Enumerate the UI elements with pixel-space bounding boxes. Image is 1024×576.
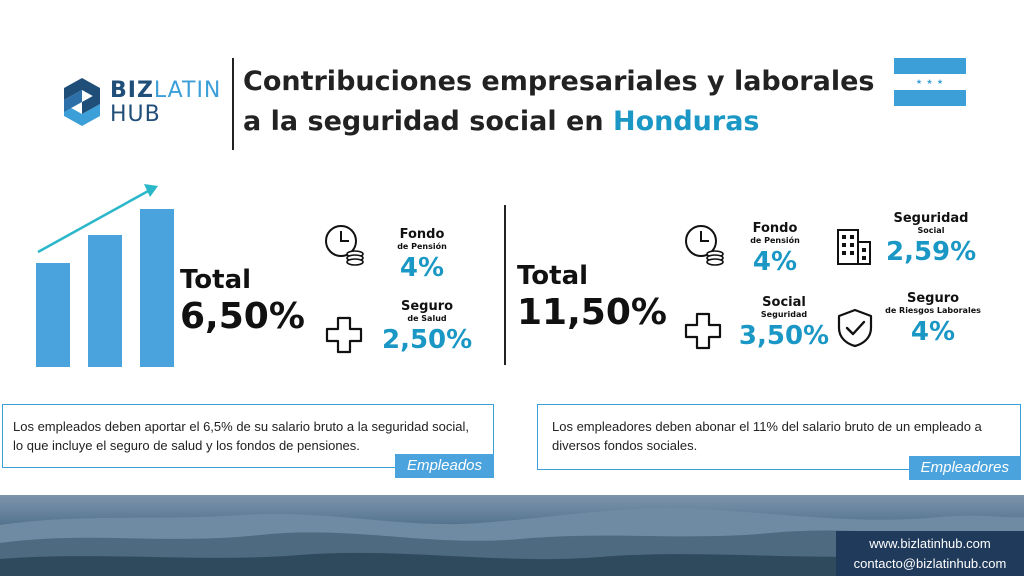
title-line-2: a la seguridad social en Honduras	[243, 106, 760, 137]
logo-text-top: BIZLATIN	[110, 78, 222, 103]
building-icon	[837, 229, 871, 265]
contact-box: www.bizlatinhub.com contacto@bizlatinhub…	[836, 531, 1024, 576]
employers-social-security: Seguridad Social 2,59%	[886, 211, 977, 268]
employers-social-security-pct: 2,59%	[886, 237, 977, 267]
bizlatinhub-logo: BIZLATIN HUB	[60, 74, 230, 130]
email-link[interactable]: contacto@bizlatinhub.com	[853, 556, 1007, 571]
employees-total-label: Total	[180, 265, 252, 295]
employees-tag: Empleados	[394, 454, 494, 478]
mountain-landscape	[0, 508, 1024, 576]
employers-description: Los empleadores deben abonar el 11% del …	[552, 419, 982, 453]
employees-description-box: Los empleados deben aportar el 6,5% de s…	[2, 404, 494, 478]
header-divider	[232, 58, 234, 150]
website-link[interactable]: www.bizlatinhub.com	[869, 536, 991, 551]
shield-check-icon	[837, 308, 873, 348]
employers-pension-pct: 4%	[752, 247, 798, 277]
medical-cross-icon	[684, 312, 722, 350]
logo-text-bottom: HUB	[110, 102, 161, 127]
employees-total-value: 6,50%	[180, 296, 305, 337]
employers-description-box: Los empleadores deben abonar el 11% del …	[537, 404, 1021, 480]
growth-bar-chart-icon	[36, 184, 174, 367]
employers-risk: Seguro de Riesgos Laborales 4%	[880, 292, 986, 348]
employees-pension-pct: 4%	[399, 253, 445, 283]
title-line-1: Contribuciones empresariales y laborales	[243, 66, 875, 97]
employees-description: Los empleados deben aportar el 6,5% de s…	[13, 419, 470, 453]
employers-tag: Empleadores	[908, 456, 1021, 480]
clock-coins-icon	[685, 225, 724, 266]
employers-pension: Fondo de Pensión 4%	[744, 222, 806, 278]
honduras-flag-icon: ★ ★ ★	[894, 58, 966, 106]
clock-coins-icon	[325, 225, 364, 266]
employees-pension: Fondo de Pensión 4%	[392, 228, 452, 284]
employers-social: Social Seguridad 3,50%	[738, 295, 830, 352]
employers-total-value: 11,50%	[517, 292, 667, 333]
employees-total: Total 6,50%	[180, 265, 305, 339]
employers-total: Total 11,50%	[517, 261, 667, 335]
section-divider	[504, 205, 506, 365]
title-country: Honduras	[612, 106, 760, 137]
medical-cross-icon	[325, 316, 363, 354]
employers-total-label: Total	[517, 261, 589, 291]
bizlatinhub-logo-icon	[64, 78, 100, 126]
employers-social-pct: 3,50%	[738, 321, 830, 351]
employers-risk-pct: 4%	[910, 317, 956, 347]
employees-health: Seguro de Salud 2,50%	[382, 299, 473, 356]
employees-health-pct: 2,50%	[382, 325, 473, 355]
page-title: Contribuciones empresariales y laborales…	[243, 62, 874, 142]
